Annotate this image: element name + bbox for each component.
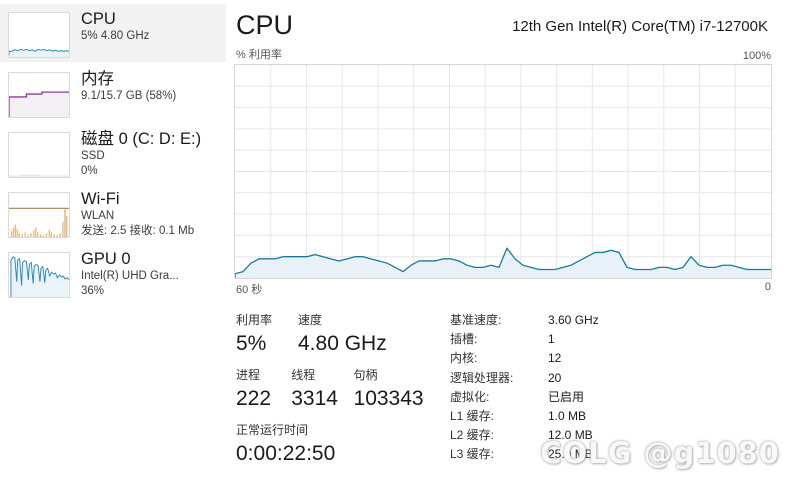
detail-key: 插槽: <box>450 332 478 347</box>
stat-speed-value: 4.80 GHz <box>298 332 387 355</box>
main-panel: CPU 12th Gen Intel(R) Core(TM) i7-12700K… <box>226 0 788 486</box>
sidebar: CPU 5% 4.80 GHz 内存 9.1/15.7 GB (58%) <box>0 0 226 486</box>
sidebar-item-disk-sub1: SSD <box>81 150 105 162</box>
memory-thumbnail-graph <box>8 72 70 118</box>
sidebar-item-wifi-sub2: 发送: 2.5 接收: 0.1 Mb <box>81 224 195 237</box>
stats-row-counts: 进程 线程 句柄 <box>236 366 450 385</box>
chart-axis-top: % 利用率 100% <box>234 40 772 64</box>
chart-y-axis-label: % 利用率 <box>236 49 282 61</box>
main-header: CPU 12th Gen Intel(R) Core(TM) i7-12700K <box>234 0 772 40</box>
stats-section: 利用率 速度 5% 4.80 GHz <box>234 297 772 467</box>
stat-uptime-label: 正常运行时间 <box>236 423 309 437</box>
sidebar-item-gpu-title: GPU 0 <box>81 250 131 268</box>
detail-value: 1.0 MB <box>548 409 587 424</box>
stats-spacer-2 <box>236 412 450 421</box>
stat-handles-label: 句柄 <box>353 368 378 382</box>
sidebar-item-wifi-text: Wi-Fi WLAN 发送: 2.5 接收: 0.1 Mb <box>81 189 194 238</box>
detail-value: 25.0 MB <box>548 447 593 462</box>
chart-x-right-label: 0 <box>764 281 771 293</box>
page-title: CPU <box>236 10 294 40</box>
stat-threads-label: 线程 <box>291 368 316 382</box>
stat-uptime-value: 0:00:22:50 <box>236 442 336 465</box>
stats-row-utilization: 利用率 速度 <box>236 311 450 330</box>
detail-value: 12.0 MB <box>548 428 593 443</box>
detail-key: L2 缓存: <box>450 428 495 443</box>
stat-handles-value: 103343 <box>353 387 424 410</box>
stat-utilization: 利用率 <box>236 311 298 330</box>
wifi-thumbnail-graph <box>8 192 70 238</box>
chart-y-max-label: 100% <box>742 50 771 62</box>
sidebar-item-gpu[interactable]: GPU 0 Intel(R) UHD Gra... 36% <box>0 244 226 302</box>
chart-x-left-label: 60 秒 <box>236 284 263 296</box>
sidebar-item-cpu-text: CPU 5% 4.80 GHz <box>81 9 149 44</box>
stat-uptime: 正常运行时间 0:00:22:50 <box>236 421 450 467</box>
stat-utilization-value-cell: 5% <box>236 330 298 357</box>
sidebar-item-gpu-sub1: Intel(R) UHD Gra... <box>81 270 179 282</box>
detail-key: L1 缓存: <box>450 409 495 424</box>
stat-handles-value-cell: 103343 <box>354 385 450 412</box>
detail-value: 12 <box>548 351 562 366</box>
detail-value: 1 <box>548 332 555 347</box>
detail-row: 内核: 12 <box>450 349 770 368</box>
chart-axis-bottom: 60 秒 0 <box>234 279 772 297</box>
stats-spacer-1 <box>236 357 450 366</box>
sidebar-item-disk-title: 磁盘 0 (C: D: E:) <box>81 130 202 148</box>
stat-processes-value: 222 <box>236 387 272 410</box>
detail-row: 插槽: 1 <box>450 330 770 349</box>
cpu-utilization-chart[interactable] <box>234 64 772 279</box>
stat-speed: 速度 <box>298 311 428 330</box>
stat-utilization-label: 利用率 <box>236 313 273 327</box>
detail-key: 逻辑处理器: <box>450 370 514 385</box>
sidebar-item-gpu-text: GPU 0 Intel(R) UHD Gra... 36% <box>81 249 179 298</box>
sidebar-item-memory[interactable]: 内存 9.1/15.7 GB (58%) <box>0 64 226 122</box>
detail-row: 虚拟化: 已启用 <box>450 388 770 407</box>
stat-threads: 线程 <box>291 366 353 385</box>
detail-row: 逻辑处理器: 20 <box>450 369 770 388</box>
detail-row: L3 缓存: 25.0 MB <box>450 445 770 464</box>
sidebar-item-gpu-sub2: 36% <box>81 284 105 297</box>
disk-thumbnail-graph <box>8 132 70 178</box>
stat-processes: 进程 <box>236 366 291 385</box>
detail-value: 3.60 GHz <box>548 313 599 327</box>
sidebar-item-cpu-title: CPU <box>81 10 116 28</box>
sidebar-item-disk[interactable]: 磁盘 0 (C: D: E:) SSD 0% <box>0 124 226 182</box>
detail-key: L3 缓存: <box>450 447 495 462</box>
detail-value: 20 <box>548 370 562 385</box>
sidebar-item-wifi-title: Wi-Fi <box>81 190 120 208</box>
sidebar-item-cpu[interactable]: CPU 5% 4.80 GHz <box>0 4 226 62</box>
detail-key: 内核: <box>450 351 478 366</box>
sidebar-item-memory-text: 内存 9.1/15.7 GB (58%) <box>81 69 176 104</box>
detail-row: L2 缓存: 12.0 MB <box>450 426 770 445</box>
detail-key: 基准速度: <box>450 313 502 327</box>
sidebar-item-disk-text: 磁盘 0 (C: D: E:) SSD 0% <box>81 129 201 178</box>
stats-row-utilization-values: 5% 4.80 GHz <box>236 330 450 357</box>
sidebar-item-memory-title: 内存 <box>81 70 114 88</box>
cpu-model-label: 12th Gen Intel(R) Core(TM) i7-12700K <box>512 18 768 35</box>
sidebar-item-wifi[interactable]: Wi-Fi WLAN 发送: 2.5 接收: 0.1 Mb <box>0 184 226 242</box>
sidebar-item-disk-sub2: 0% <box>81 164 98 177</box>
stats-row-counts-values: 222 3314 103343 <box>236 385 450 412</box>
stats-primary: 利用率 速度 5% 4.80 GHz <box>236 311 450 467</box>
detail-row: 基准速度: 3.60 GHz <box>450 311 770 330</box>
stat-processes-value-cell: 222 <box>236 385 291 412</box>
stat-utilization-value: 5% <box>236 332 267 355</box>
stat-threads-value-cell: 3314 <box>291 385 353 412</box>
stats-details: 基准速度: 3.60 GHz 插槽: 1 内核: 12 逻辑处理器: 20 虚拟… <box>450 311 770 467</box>
stat-speed-value-cell: 4.80 GHz <box>298 330 428 357</box>
stat-handles: 句柄 <box>354 366 450 385</box>
stat-processes-label: 进程 <box>236 368 261 382</box>
gpu-thumbnail-graph <box>8 252 70 298</box>
cpu-chart-svg <box>235 65 771 278</box>
sidebar-item-memory-sub1: 9.1/15.7 GB (58%) <box>81 90 177 102</box>
stat-threads-value: 3314 <box>291 387 338 410</box>
detail-value: 已启用 <box>548 389 585 404</box>
stat-speed-label: 速度 <box>298 313 323 327</box>
sidebar-item-wifi-sub1: WLAN <box>81 210 115 222</box>
sidebar-item-cpu-sub1: 5% 4.80 GHz <box>81 30 150 42</box>
cpu-thumbnail-graph <box>8 12 70 58</box>
detail-key: 虚拟化: <box>450 389 490 404</box>
detail-row: L1 缓存: 1.0 MB <box>450 407 770 426</box>
